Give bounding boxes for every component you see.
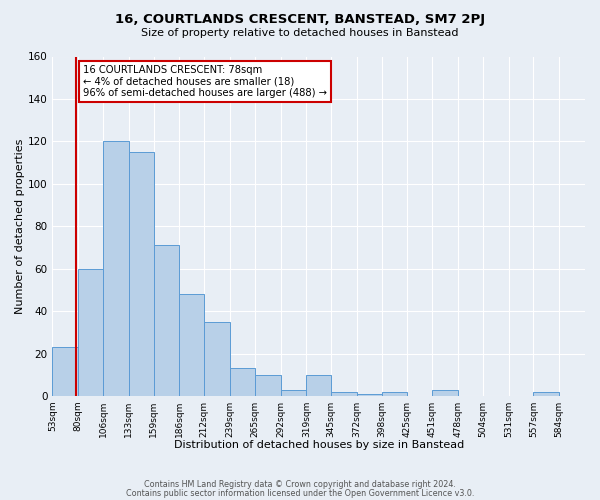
Bar bbox=[230, 368, 255, 396]
Bar bbox=[357, 394, 382, 396]
Text: 16 COURTLANDS CRESCENT: 78sqm
← 4% of detached houses are smaller (18)
96% of se: 16 COURTLANDS CRESCENT: 78sqm ← 4% of de… bbox=[83, 65, 327, 98]
Bar bbox=[103, 142, 129, 396]
Text: 16, COURTLANDS CRESCENT, BANSTEAD, SM7 2PJ: 16, COURTLANDS CRESCENT, BANSTEAD, SM7 2… bbox=[115, 12, 485, 26]
Bar bbox=[179, 294, 204, 396]
Text: Contains public sector information licensed under the Open Government Licence v3: Contains public sector information licen… bbox=[126, 488, 474, 498]
Bar bbox=[255, 375, 281, 396]
Bar bbox=[533, 392, 559, 396]
Text: Contains HM Land Registry data © Crown copyright and database right 2024.: Contains HM Land Registry data © Crown c… bbox=[144, 480, 456, 489]
Bar bbox=[204, 322, 230, 396]
Bar bbox=[432, 390, 458, 396]
X-axis label: Distribution of detached houses by size in Banstead: Distribution of detached houses by size … bbox=[173, 440, 464, 450]
Bar bbox=[154, 246, 179, 396]
Bar bbox=[281, 390, 306, 396]
Bar bbox=[52, 347, 78, 396]
Y-axis label: Number of detached properties: Number of detached properties bbox=[15, 138, 25, 314]
Bar bbox=[78, 268, 103, 396]
Bar bbox=[331, 392, 357, 396]
Bar bbox=[382, 392, 407, 396]
Bar bbox=[129, 152, 154, 396]
Bar bbox=[306, 375, 331, 396]
Text: Size of property relative to detached houses in Banstead: Size of property relative to detached ho… bbox=[141, 28, 459, 38]
